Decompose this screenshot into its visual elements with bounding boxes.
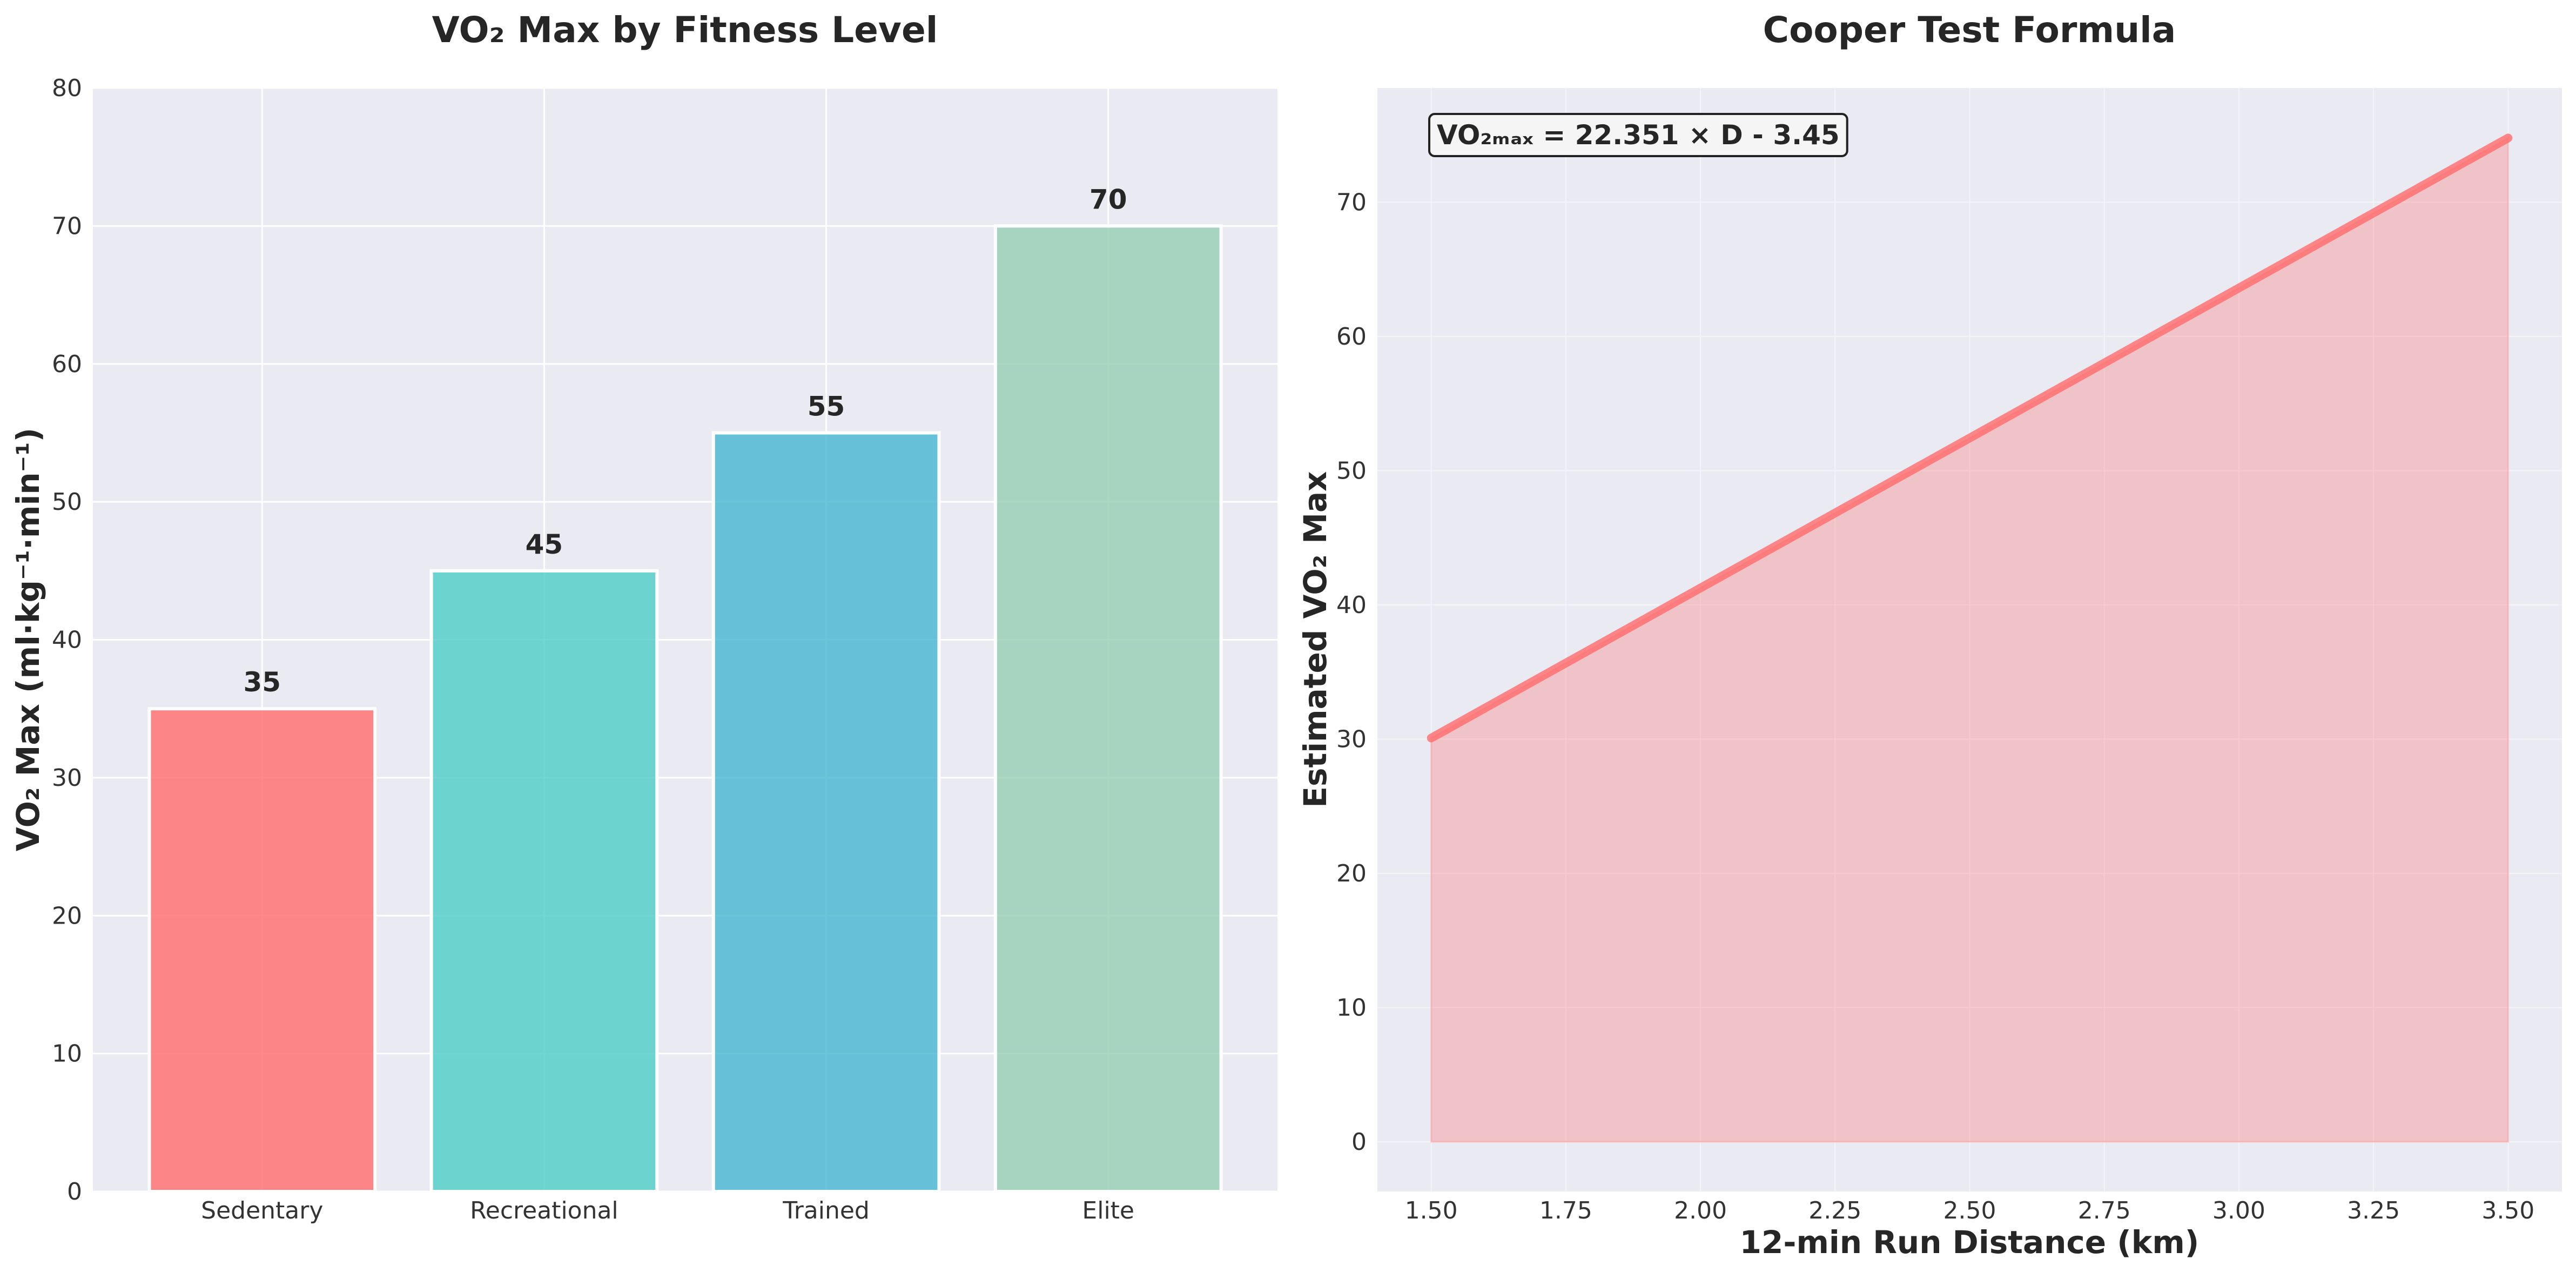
area-chart-y-tick-label: 10 xyxy=(1336,994,1367,1022)
bar xyxy=(993,224,1223,1193)
area-chart-y-tick-label: 30 xyxy=(1336,725,1367,753)
bar-chart-y-tick-label: 50 xyxy=(52,488,82,516)
area-chart-x-tick-label: 1.75 xyxy=(1539,1197,1592,1224)
formula-annotation-box xyxy=(1428,113,1848,157)
bar-chart-y-tick-label: 10 xyxy=(52,1040,82,1068)
bar-chart-x-tick-label: Sedentary xyxy=(201,1197,323,1224)
bar xyxy=(147,707,377,1193)
bar-chart-x-tick-label: Elite xyxy=(1082,1197,1134,1224)
formula-annotation: VO₂ₘₐₓ = 22.351 × D - 3.45 xyxy=(1428,113,1848,157)
bar xyxy=(429,569,659,1193)
vo2-line xyxy=(1427,133,2513,743)
bar-chart-x-tick-label: Recreational xyxy=(470,1197,618,1224)
formula-annotation-text: VO₂ₘₐₓ = 22.351 × D - 3.45 xyxy=(1437,119,1840,151)
bar-chart-y-axis-label: VO₂ Max (ml·kg⁻¹·min⁻¹) xyxy=(10,428,46,851)
bar-chart-x-ticks: Sedentary Recreational Trained Elite xyxy=(201,1197,1134,1224)
area-chart-x-tick-label: 2.00 xyxy=(1674,1197,1727,1224)
bar-chart-y-ticks: 0 10 20 30 40 50 60 70 80 xyxy=(52,75,82,1206)
area-chart: 0 10 20 30 40 50 60 70 1.50 1.75 2.00 2.25 2.50 2.75… xyxy=(1297,9,2562,1261)
area-chart-x-tick-label: 3.50 xyxy=(2481,1197,2534,1224)
area-chart-y-tick-label: 40 xyxy=(1336,591,1367,619)
bar-chart-y-tick-label: 0 xyxy=(67,1178,82,1206)
bar-chart: 35 45 55 70 0 10 20 30 40 50 60 70 80 Sedentary Recr… xyxy=(10,9,1277,1224)
area-chart-title: Cooper Test Formula xyxy=(1763,9,2176,51)
area-chart-x-tick-label: 2.25 xyxy=(1808,1197,1861,1224)
bar-chart-bars xyxy=(147,224,1223,1193)
bar-chart-y-tick-label: 40 xyxy=(52,627,82,654)
area-chart-y-ticks: 0 10 20 30 40 50 60 70 xyxy=(1336,189,1367,1156)
area-chart-x-tick-label: 3.00 xyxy=(2212,1197,2265,1224)
bar-chart-y-tick-label: 80 xyxy=(52,75,82,102)
bar-data-label: 70 xyxy=(1089,184,1127,215)
area-chart-y-tick-label: 20 xyxy=(1336,860,1367,887)
bar-chart-y-tick-label: 60 xyxy=(52,351,82,378)
area-chart-grid xyxy=(1377,88,2562,1192)
bar-chart-x-tick-label: Trained xyxy=(782,1197,870,1224)
area-chart-x-ticks: 1.50 1.75 2.00 2.25 2.50 2.75 3.00 3.25 3.50 xyxy=(1405,1197,2535,1224)
area-chart-x-tick-label: 2.50 xyxy=(1943,1197,1996,1224)
area-chart-y-tick-label: 50 xyxy=(1336,457,1367,484)
area-chart-x-axis-label: 12-min Run Distance (km) xyxy=(1740,1224,2200,1261)
area-chart-y-tick-label: 70 xyxy=(1336,189,1367,216)
bar-chart-y-tick-label: 30 xyxy=(52,764,82,792)
bar-data-label: 35 xyxy=(243,667,281,698)
bar xyxy=(711,431,941,1193)
area-chart-y-tick-label: 60 xyxy=(1336,323,1367,351)
area-chart-x-tick-label: 1.50 xyxy=(1405,1197,1458,1224)
area-chart-series xyxy=(1427,133,2513,1143)
area-chart-x-tick-label: 3.25 xyxy=(2347,1197,2400,1224)
bar-chart-y-tick-label: 20 xyxy=(52,902,82,930)
bar-data-label: 45 xyxy=(526,529,563,560)
bar-chart-y-tick-label: 70 xyxy=(52,212,82,240)
bar-data-label: 55 xyxy=(808,391,845,422)
area-chart-y-axis-label: Estimated VO₂ Max xyxy=(1297,471,1334,807)
area-chart-y-tick-label: 0 xyxy=(1351,1128,1367,1156)
bar-chart-data-labels: 35 45 55 70 xyxy=(243,184,1127,698)
bar-chart-title: VO₂ Max by Fitness Level xyxy=(432,9,938,51)
area-chart-x-tick-label: 2.75 xyxy=(2078,1197,2131,1224)
